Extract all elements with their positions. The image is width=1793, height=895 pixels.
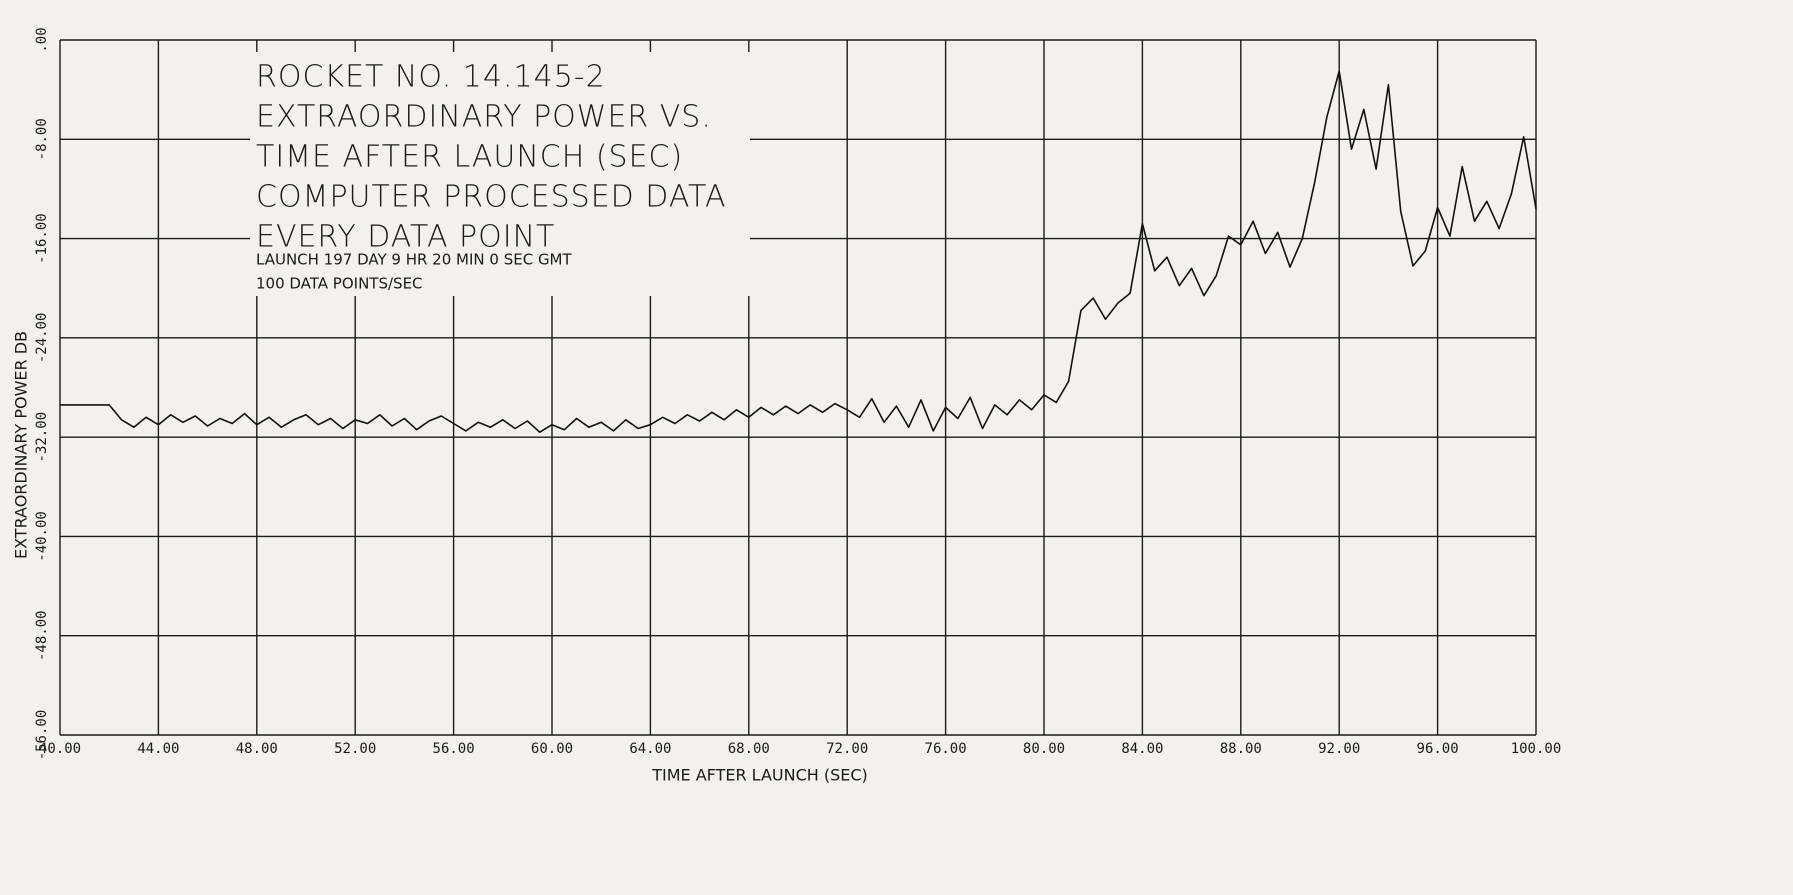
y-tick-label: -48.00: [34, 610, 50, 661]
title-line: EVERY DATA POINT: [256, 220, 555, 255]
x-tick-label: 84.00: [1121, 741, 1163, 757]
y-tick-label: -40.00: [34, 511, 50, 562]
x-tick-label: 76.00: [925, 741, 967, 757]
data-line: [60, 70, 1537, 433]
y-tick-label: -32.00: [34, 412, 50, 463]
x-tick-label: 96.00: [1417, 741, 1459, 757]
title-line: ROCKET NO. 14.145-2: [256, 60, 606, 95]
x-tick-label: 40.00: [39, 741, 81, 757]
x-tick-label: 56.00: [433, 741, 475, 757]
y-tick-label: -8.00: [34, 118, 50, 160]
x-tick-label: 64.00: [629, 741, 671, 757]
x-tick-label: 88.00: [1220, 741, 1262, 757]
x-tick-label: 44.00: [137, 741, 179, 757]
x-tick-label: 80.00: [1023, 741, 1065, 757]
title-line: EXTRAORDINARY POWER VS.: [256, 100, 712, 135]
x-tick-label: 60.00: [531, 741, 573, 757]
title-line: COMPUTER PROCESSED DATA: [256, 180, 727, 215]
x-axis-label: TIME AFTER LAUNCH (SEC): [651, 766, 868, 785]
y-tick-label: -56.00: [34, 710, 50, 761]
x-tick-label: 72.00: [826, 741, 868, 757]
annotation: LAUNCH 197 DAY 9 HR 20 MIN 0 SEC GMT: [256, 251, 573, 269]
x-tick-label: 92.00: [1318, 741, 1360, 757]
x-tick-label: 48.00: [236, 741, 278, 757]
x-tick-label: 100.00: [1511, 741, 1562, 757]
y-axis-label: EXTRAORDINARY POWER DB: [12, 331, 31, 559]
y-tick-label: .00: [34, 27, 50, 52]
title-line: TIME AFTER LAUNCH (SEC): [256, 140, 683, 175]
x-tick-label: 52.00: [334, 741, 376, 757]
x-tick-label: 68.00: [728, 741, 770, 757]
title-box: [250, 52, 750, 296]
annotation: 100 DATA POINTS/SEC: [256, 275, 423, 293]
y-tick-label: -24.00: [34, 313, 50, 364]
y-tick-label: -16.00: [34, 213, 50, 264]
